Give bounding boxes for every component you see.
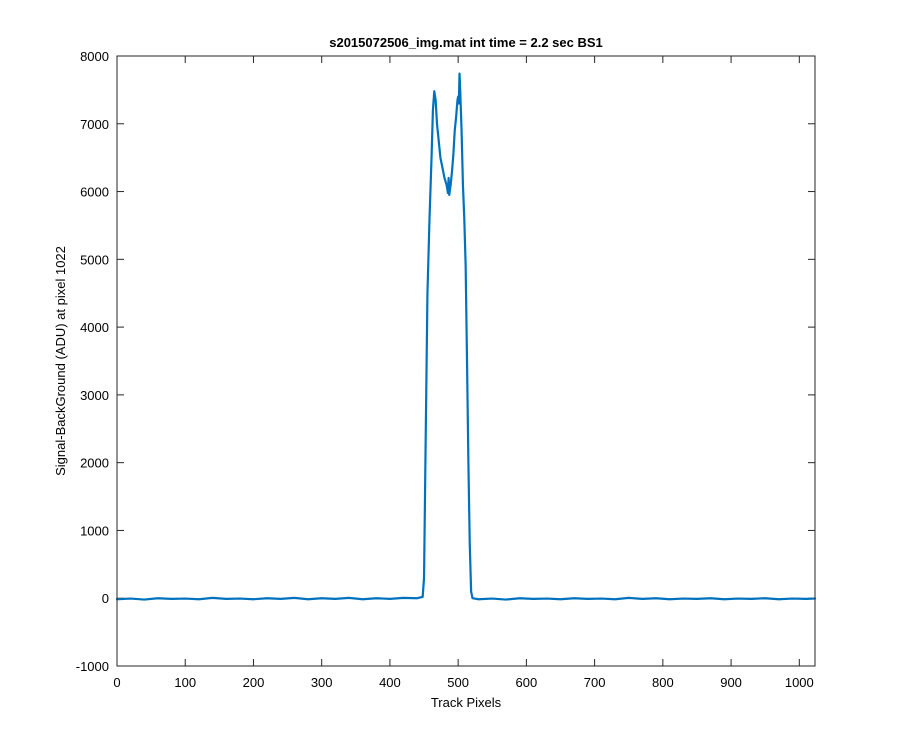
y-tick-label: 2000: [80, 456, 109, 471]
tick-marks: [116, 55, 815, 667]
x-tick-labels: 0 100 200 300 400 500 600 700 800 900 1000: [113, 675, 813, 690]
plot-frame: [116, 55, 816, 667]
y-tick-label: 8000: [80, 49, 109, 64]
x-tick-label: 400: [379, 675, 401, 690]
y-tick-labels: -1000 0 1000 2000 3000 4000 5000 6000 7000 8000: [76, 49, 109, 674]
x-tick-label: 200: [243, 675, 265, 690]
y-tick-label: 4000: [80, 320, 109, 335]
y-tick-label: 5000: [80, 252, 109, 267]
x-axis-label: Track Pixels: [431, 695, 502, 710]
y-axis-label: Signal-BackGround (ADU) at pixel 1022: [53, 246, 68, 476]
y-tick-label: 7000: [80, 117, 109, 132]
x-tick-label: 500: [447, 675, 469, 690]
y-tick-label: -1000: [76, 659, 109, 674]
y-tick-label: 0: [102, 591, 109, 606]
x-tick-label: 1000: [785, 675, 814, 690]
plot-series: [115, 72, 817, 601]
x-tick-label: 0: [113, 675, 120, 690]
y-tick-label: 1000: [80, 523, 109, 538]
x-tick-label: 700: [584, 675, 606, 690]
x-tick-label: 900: [720, 675, 742, 690]
series-line: [115, 72, 817, 601]
x-tick-label: 800: [652, 675, 674, 690]
x-tick-label: 600: [516, 675, 538, 690]
x-tick-label: 100: [174, 675, 196, 690]
chart-title: s2015072506_img.mat int time = 2.2 sec B…: [329, 35, 603, 50]
x-tick-label: 300: [311, 675, 333, 690]
y-tick-label: 3000: [80, 388, 109, 403]
y-tick-label: 6000: [80, 185, 109, 200]
